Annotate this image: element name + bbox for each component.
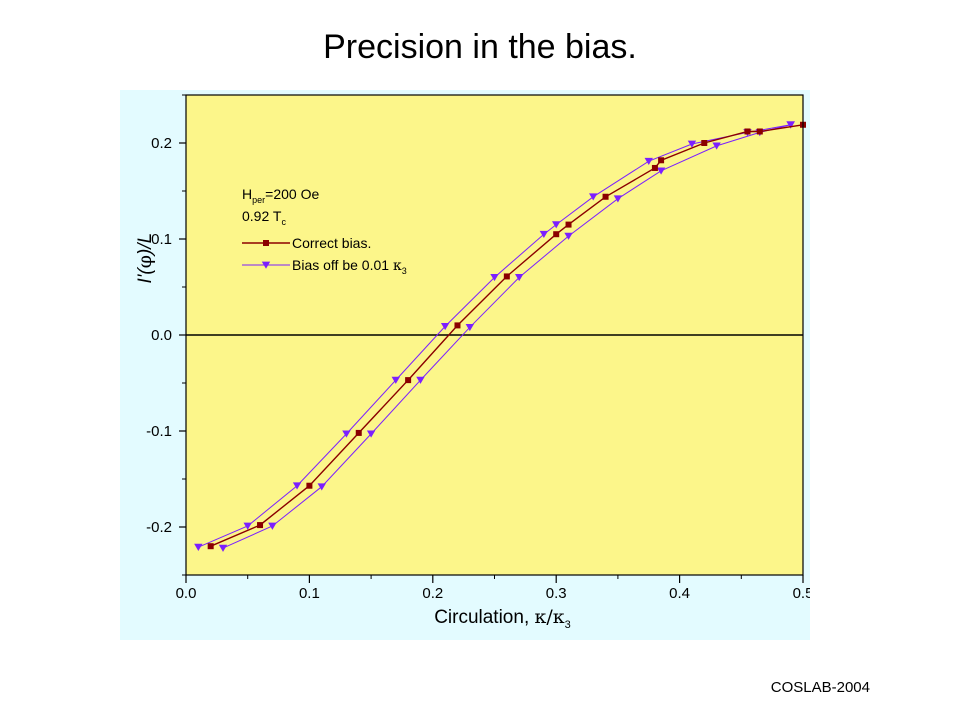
data-point-correct-bias	[602, 193, 609, 200]
data-point-bias-off	[465, 323, 475, 332]
legend-label-bias-off-text: Bias off be 0.01	[292, 257, 393, 273]
data-point-bias-off	[342, 430, 351, 438]
data-point-correct-bias	[701, 140, 708, 146]
data-point-bias-off	[644, 157, 653, 166]
data-point-correct-bias	[744, 128, 751, 135]
data-point-bias-off	[712, 142, 721, 150]
x-tick-label: 0.5	[793, 585, 810, 602]
data-point-bias-off	[416, 376, 425, 384]
y-axis-label-pre: I'(	[135, 267, 156, 284]
legend-label-bias-off: Bias off be 0.01 κ3	[292, 257, 407, 276]
data-point-correct-bias	[565, 221, 572, 228]
data-point-bias-off	[243, 522, 252, 530]
legend-marker-bias-off	[261, 261, 271, 269]
y-tick-label: -0.1	[146, 423, 172, 440]
x-tick-label: 0.4	[669, 585, 690, 602]
data-point-correct-bias	[553, 231, 560, 238]
y-axis-label: I'(φ)/L	[134, 233, 156, 284]
annotation-field: Hper=200 Oe	[242, 186, 319, 205]
data-point-bias-off	[391, 376, 400, 384]
data-point-bias-off	[292, 482, 302, 490]
data-point-correct-bias	[306, 482, 313, 489]
x-tick-label: 0.3	[546, 585, 567, 602]
data-point-bias-off	[613, 195, 623, 203]
y-tick-label: -0.2	[146, 519, 172, 536]
data-point-correct-bias	[651, 164, 658, 171]
data-point-bias-off	[656, 167, 666, 175]
plot-border	[185, 94, 804, 576]
data-point-correct-bias	[257, 522, 264, 529]
annotation-temperature: 0.92 Tc	[242, 208, 286, 227]
annotation-field-sub: per	[252, 195, 265, 205]
legend-marker-correct-bias	[263, 240, 269, 246]
data-point-bias-off	[440, 323, 450, 331]
data-point-bias-off	[552, 221, 561, 229]
x-axis-label-text: Circulation,	[434, 607, 534, 628]
data-point-bias-off	[317, 483, 326, 491]
data-point-bias-off	[564, 232, 573, 240]
data-point-bias-off	[514, 274, 524, 282]
annotation-temperature-main: 0.92 T	[242, 208, 282, 224]
chart: 0.0 0.1 0.2 0.3 0.4 0.5 -0.2 -0.1 0.0 0.1 0.2 Hper…	[134, 94, 810, 631]
y-axis-label-symbol: φ	[134, 255, 156, 268]
data-point-correct-bias	[503, 273, 510, 280]
x-tick-label: 0.2	[422, 585, 443, 602]
legend-label-bias-off-symbol: κ	[393, 258, 402, 274]
data-point-bias-off	[194, 543, 203, 551]
annotation-field-main: H	[242, 186, 252, 202]
y-tick-label: 0.2	[151, 135, 172, 152]
data-point-correct-bias	[658, 157, 665, 164]
data-point-bias-off	[218, 544, 228, 552]
chart-panel: 0.0 0.1 0.2 0.3 0.4 0.5 -0.2 -0.1 0.0 0.1 0.2 Hper…	[120, 90, 810, 640]
data-point-correct-bias	[355, 429, 362, 436]
series-line-correct-bias	[210, 124, 804, 547]
y-axis-label-post: )/L	[135, 233, 156, 257]
x-tick-label: 0.1	[299, 585, 320, 602]
x-axis-label-symbol: κ/κ	[535, 606, 565, 628]
footer-label: COSLAB-2004	[770, 679, 870, 696]
x-tick-label: 0.0	[176, 585, 197, 602]
x-axis-label-sub: 3	[565, 619, 571, 631]
data-point-correct-bias	[454, 322, 461, 329]
x-axis-label: Circulation, κ/κ3	[434, 606, 571, 631]
data-point-bias-off	[687, 140, 697, 148]
y-tick-label: 0.1	[151, 231, 172, 248]
data-point-correct-bias	[405, 377, 412, 384]
data-point-correct-bias	[207, 543, 214, 550]
legend-label-correct-bias: Correct bias.	[292, 235, 371, 251]
annotation-temperature-sub: c	[281, 217, 286, 227]
y-tick-label: 0.0	[151, 327, 172, 344]
data-point-bias-off	[539, 230, 549, 238]
annotation-field-rest: =200 Oe	[265, 186, 319, 202]
data-point-bias-off	[490, 274, 499, 282]
data-point-bias-off	[268, 522, 277, 530]
data-point-bias-off	[366, 430, 376, 438]
slide-title: Precision in the bias.	[323, 28, 637, 66]
data-point-correct-bias	[756, 128, 763, 135]
data-point-bias-off	[589, 193, 598, 201]
data-point-bias-off	[786, 121, 795, 129]
series-line-bias-off	[198, 124, 791, 548]
legend-label-bias-off-sub: 3	[402, 266, 407, 276]
